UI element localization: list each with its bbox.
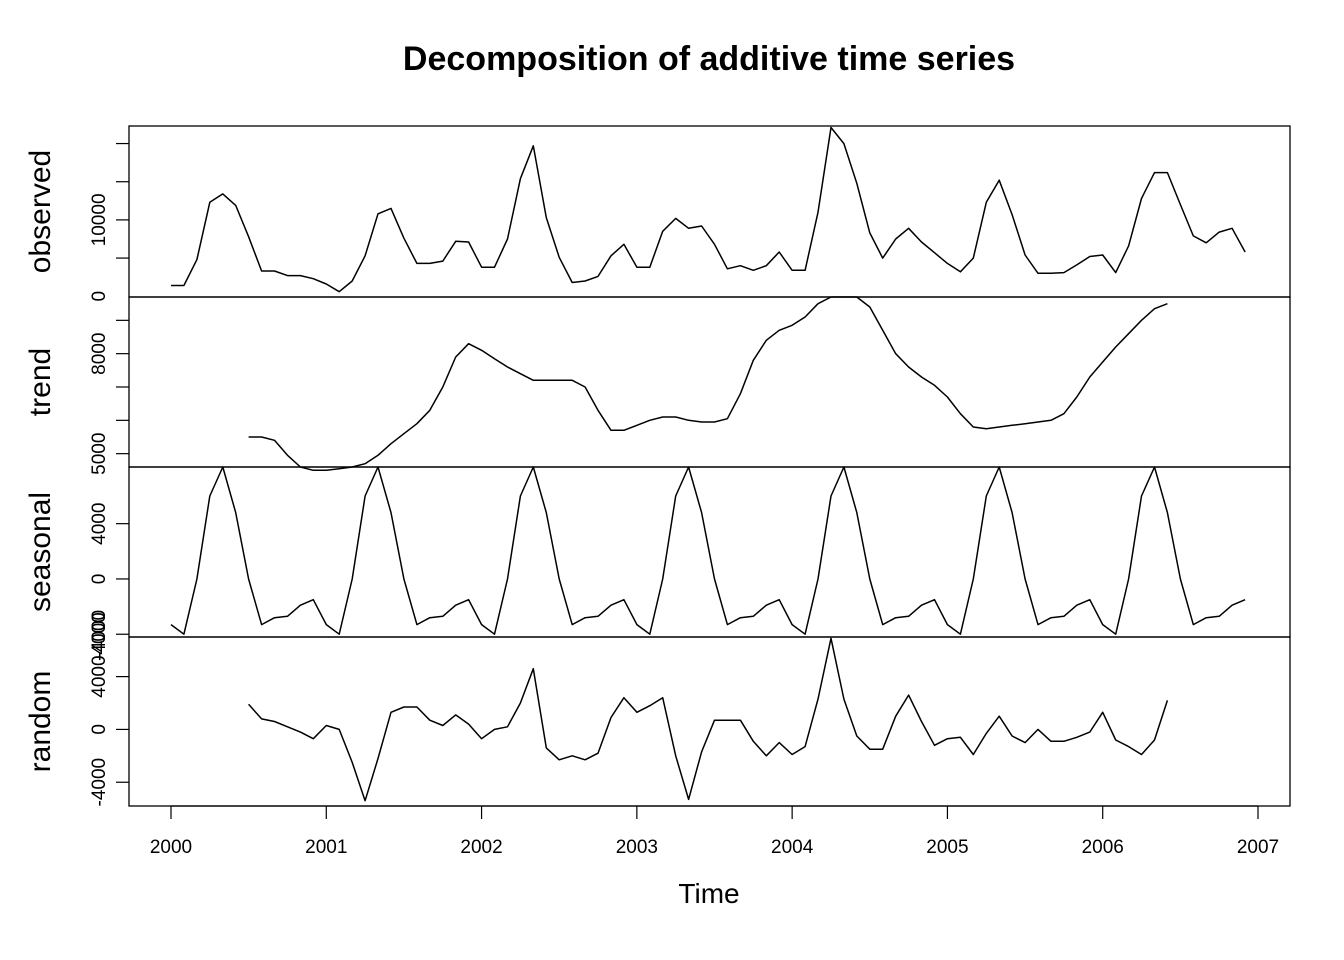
seasonal-y-tick-label: 4000 xyxy=(89,503,110,545)
random-frame xyxy=(128,636,1291,807)
seasonal-axis-label: seasonal xyxy=(24,492,57,612)
x-tick-label: 2006 xyxy=(1082,837,1124,858)
observed-y-tick-label: 0 xyxy=(89,291,110,302)
chart-title: Decomposition of additive time series xyxy=(403,40,1015,78)
seasonal-y-tick-label: 0 xyxy=(89,574,110,585)
panel-observed: 0 10000 observed xyxy=(24,125,1291,302)
x-tick-label: 2001 xyxy=(305,837,347,858)
random-y-tick-label-extra: -4000 xyxy=(89,612,110,661)
x-tick-label: 2003 xyxy=(616,837,658,858)
trend-y-tick-label: 5000 xyxy=(89,433,110,475)
random-axis-label: random xyxy=(24,671,57,773)
panel-seasonal: -4000 0 4000 seasonal xyxy=(24,466,1291,659)
x-tick-label: 2002 xyxy=(460,837,502,858)
trend-frame xyxy=(128,296,1291,468)
seasonal-series-line xyxy=(170,466,1246,635)
seasonal-y-tick-label: -4000 xyxy=(89,610,110,659)
observed-axis-label: observed xyxy=(24,150,57,273)
x-axis-label: Time xyxy=(678,878,739,909)
trend-axis-label: trend xyxy=(24,348,57,416)
x-tick-label: 2005 xyxy=(926,837,968,858)
random-y-tick-label: -4000 xyxy=(89,758,110,807)
trend-series-line xyxy=(248,296,1168,472)
random-y-tick-label: 0 xyxy=(89,724,110,735)
random-y-tick-label: 4000 xyxy=(89,655,110,697)
x-tick-label: 2000 xyxy=(150,837,192,858)
x-tick-label: 2004 xyxy=(771,837,814,858)
trend-y-tick-label: 8000 xyxy=(89,333,110,375)
observed-series-line xyxy=(171,126,1246,293)
x-tick-label: 2007 xyxy=(1237,837,1279,858)
random-series-line xyxy=(248,637,1169,802)
observed-y-tick-label: 10000 xyxy=(89,193,110,246)
panel-trend: 5000 8000 trend xyxy=(24,296,1291,475)
panels: 0 10000 observed 5000 8000 trend -4000 0 4000 sea… xyxy=(24,125,1291,807)
x-axis: 2000 2001 2002 2003 2004 2005 2006 2007 xyxy=(150,805,1279,858)
